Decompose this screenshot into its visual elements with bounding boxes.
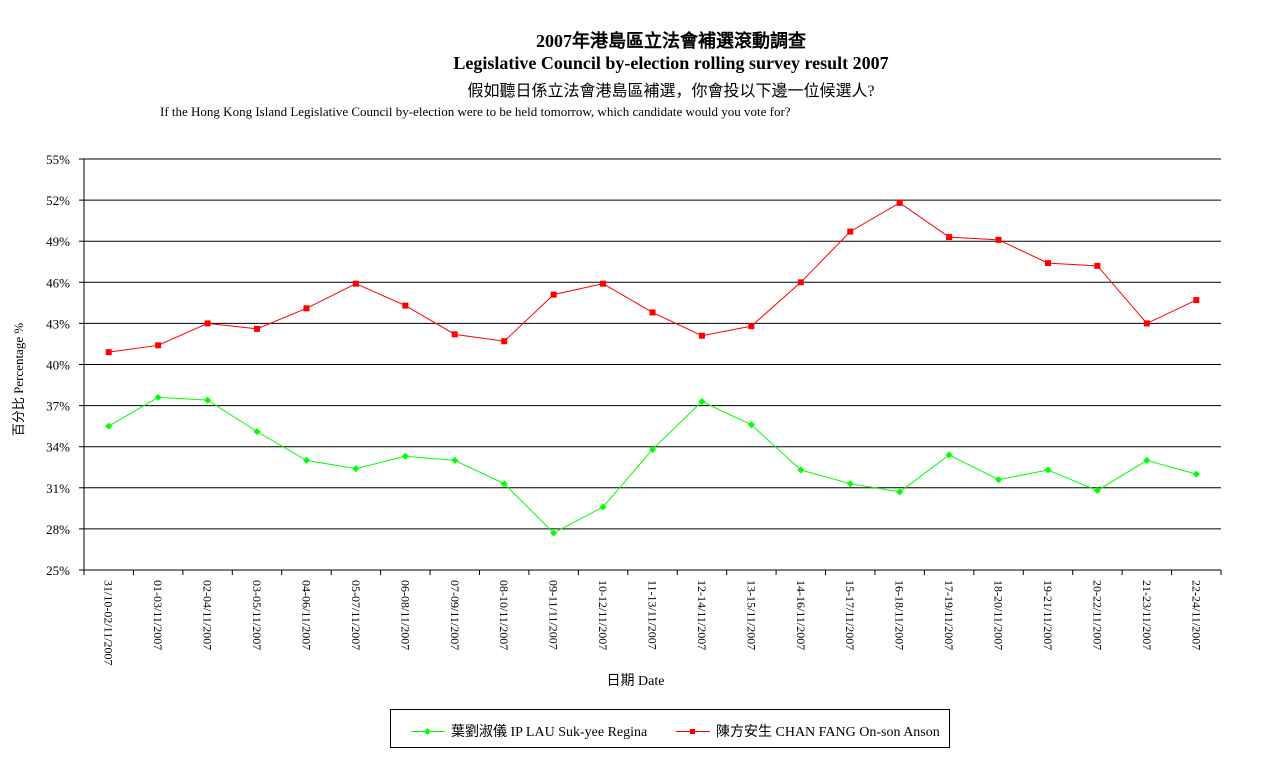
data-point: [303, 305, 310, 312]
chart-title-english: Legislative Council by-election rolling …: [453, 53, 889, 73]
data-point: [154, 393, 162, 401]
data-point: [550, 291, 557, 298]
data-point: [204, 396, 212, 404]
data-point: [747, 421, 755, 429]
x-tick-label: 01-03/11/2007: [151, 580, 165, 650]
x-tick-label: 12-14/11/2007: [695, 580, 709, 650]
y-axis-title: 百分比 Percentage %: [11, 323, 26, 437]
data-point: [847, 228, 854, 235]
legend-label-chan: 陳方安生 CHAN FANG On-son Anson: [716, 725, 940, 740]
chart-title-chinese: 2007年港島區立法會補選滾動調查: [536, 31, 806, 51]
legend-ip-swatch: [411, 727, 445, 736]
y-tick-label: 43%: [46, 316, 70, 331]
y-tick-label: 31%: [46, 481, 70, 496]
x-tick-label: 07-09/11/2007: [448, 580, 462, 650]
data-point: [155, 342, 162, 349]
data-point: [253, 428, 261, 436]
data-point: [352, 465, 360, 473]
x-tick-label: 11-13/11/2007: [646, 580, 660, 650]
x-tick-label: 20-22/11/2007: [1090, 580, 1104, 650]
y-tick-label: 40%: [46, 358, 70, 373]
x-tick-label: 31/10-02/11/2007: [102, 580, 116, 666]
y-tick-label: 28%: [46, 522, 70, 537]
legend-label-ip: 葉劉淑儀 IP LAU Suk-yee Regina: [451, 725, 648, 740]
y-tick-label: 25%: [46, 563, 70, 578]
data-point: [945, 451, 953, 459]
x-tick-label: 17-19/11/2007: [942, 580, 956, 650]
x-tick-label: 22-24/11/2007: [1189, 580, 1203, 650]
data-point: [402, 302, 409, 309]
x-tick-label: 18-20/11/2007: [992, 580, 1006, 650]
data-point: [896, 199, 903, 206]
data-point: [451, 331, 458, 338]
x-tick-label: 06-08/11/2007: [398, 580, 412, 650]
x-tick-label: 16-18/11/2007: [893, 580, 907, 650]
data-point: [599, 503, 607, 511]
data-point: [1044, 260, 1051, 267]
data-point: [105, 422, 113, 430]
data-point: [254, 325, 261, 332]
data-point: [896, 488, 904, 496]
x-tick-label: 14-16/11/2007: [794, 580, 808, 650]
data-point: [352, 280, 359, 287]
x-tick-label: 02-04/11/2007: [201, 580, 215, 650]
x-tick-label: 10-12/11/2007: [596, 580, 610, 650]
data-point: [846, 480, 854, 488]
x-tick-label: 05-07/11/2007: [349, 580, 363, 650]
data-point: [797, 466, 805, 474]
data-point: [1093, 487, 1101, 495]
data-point: [995, 476, 1003, 484]
data-point: [1094, 262, 1101, 269]
x-tick-label: 19-21/11/2007: [1041, 580, 1055, 650]
x-tick-label: 13-15/11/2007: [744, 580, 758, 650]
data-point: [451, 456, 459, 464]
data-point: [1143, 320, 1150, 327]
series-line: [108, 396, 1197, 534]
data-point: [698, 332, 705, 339]
data-point: [501, 338, 508, 345]
data-point: [649, 309, 656, 316]
square-marker-icon: [690, 729, 695, 734]
y-tick-label: 46%: [46, 275, 70, 290]
data-point: [1143, 456, 1151, 464]
question-chinese: 假如聽日係立法會港島區補選，你會投以下邊一位候選人?: [467, 83, 875, 100]
y-tick-label: 37%: [46, 399, 70, 414]
y-tick-label: 52%: [46, 193, 70, 208]
x-tick-label: 09-11/11/2007: [547, 580, 561, 650]
x-tick-label: 08-10/11/2007: [497, 580, 511, 650]
data-point: [500, 480, 508, 488]
data-point: [797, 279, 804, 286]
data-point: [204, 320, 211, 327]
data-point: [1044, 466, 1052, 474]
question-english: If the Hong Kong Island Legislative Coun…: [160, 104, 791, 119]
data-point: [698, 397, 706, 405]
data-point: [1192, 470, 1200, 478]
data-point: [995, 236, 1002, 243]
series-line: [108, 202, 1197, 353]
data-point: [550, 529, 558, 537]
y-tick-label: 55%: [46, 152, 70, 167]
x-tick-label: 15-17/11/2007: [843, 580, 857, 650]
x-tick-label: 04-06/11/2007: [299, 580, 313, 650]
y-tick-label: 34%: [46, 440, 70, 455]
diamond-marker-icon: [423, 727, 432, 736]
data-point: [1193, 297, 1200, 304]
y-tick-label: 49%: [46, 234, 70, 249]
data-point: [946, 234, 953, 241]
legend-chan-swatch: [676, 729, 710, 734]
data-point: [401, 452, 409, 460]
data-point: [302, 456, 310, 464]
x-axis-title: 日期 Date: [607, 673, 665, 689]
legend: 葉劉淑儀 IP LAU Suk-yee Regina 陳方安生 CHAN FAN…: [390, 709, 950, 748]
x-tick-label: 03-05/11/2007: [250, 580, 264, 650]
data-point: [105, 349, 112, 356]
data-point: [748, 323, 755, 330]
data-point: [649, 445, 656, 453]
data-point: [600, 280, 607, 287]
x-tick-label: 21-23/11/2007: [1140, 580, 1154, 650]
